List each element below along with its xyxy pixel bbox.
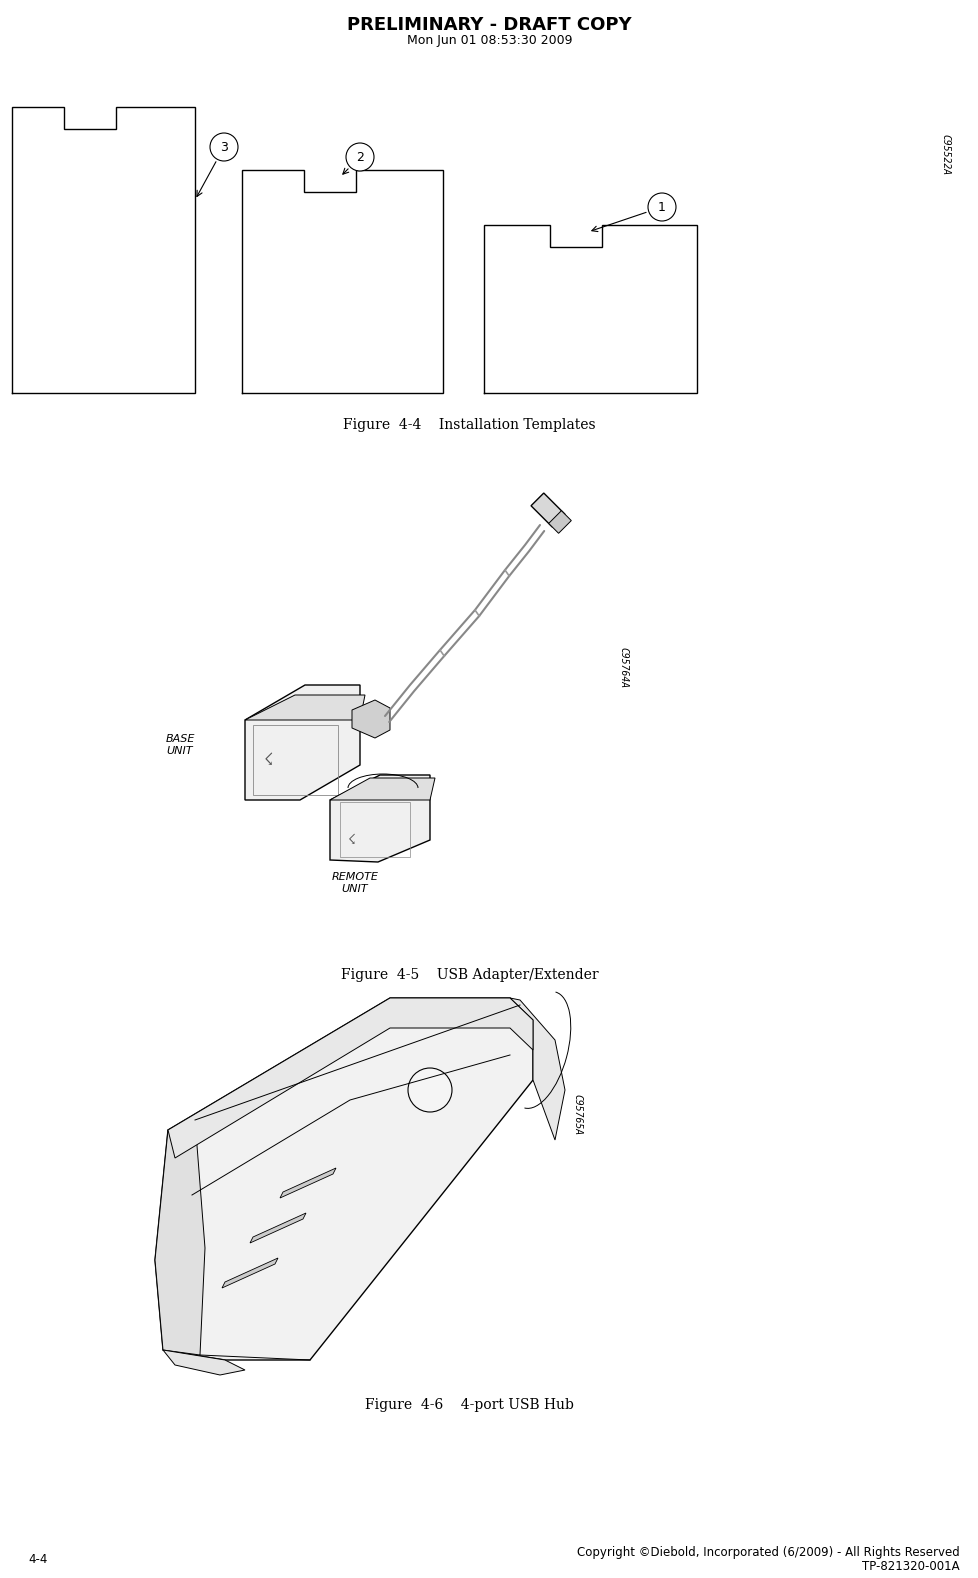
Text: ☇: ☇ bbox=[263, 751, 273, 768]
Polygon shape bbox=[155, 1120, 204, 1356]
Polygon shape bbox=[155, 997, 532, 1360]
Text: 3: 3 bbox=[220, 140, 228, 153]
Circle shape bbox=[408, 1068, 452, 1112]
Circle shape bbox=[647, 193, 676, 221]
Polygon shape bbox=[352, 701, 389, 739]
Text: TP-821320-001A: TP-821320-001A bbox=[862, 1561, 959, 1573]
Text: Figure  4-5    USB Adapter/Extender: Figure 4-5 USB Adapter/Extender bbox=[340, 967, 598, 982]
Polygon shape bbox=[530, 492, 564, 527]
Polygon shape bbox=[330, 775, 429, 862]
Text: BASE
UNIT: BASE UNIT bbox=[165, 734, 195, 756]
Polygon shape bbox=[244, 694, 365, 720]
Text: C95765A: C95765A bbox=[571, 1095, 581, 1136]
Polygon shape bbox=[330, 778, 434, 800]
Polygon shape bbox=[548, 511, 571, 533]
Text: 1: 1 bbox=[657, 200, 665, 213]
Text: 4-4: 4-4 bbox=[28, 1553, 47, 1565]
Polygon shape bbox=[510, 997, 564, 1139]
Text: Figure  4-4    Installation Templates: Figure 4-4 Installation Templates bbox=[343, 418, 596, 432]
Polygon shape bbox=[222, 1258, 278, 1288]
Text: C95764A: C95764A bbox=[617, 647, 627, 688]
Polygon shape bbox=[162, 1351, 244, 1374]
Text: 2: 2 bbox=[356, 150, 364, 164]
Polygon shape bbox=[280, 1168, 335, 1198]
Polygon shape bbox=[244, 685, 360, 800]
Polygon shape bbox=[168, 997, 532, 1158]
Text: REMOTE
UNIT: REMOTE UNIT bbox=[332, 873, 378, 893]
Polygon shape bbox=[249, 1213, 306, 1243]
Text: ☇: ☇ bbox=[347, 833, 356, 847]
Text: Copyright ©Diebold, Incorporated (6/2009) - All Rights Reserved: Copyright ©Diebold, Incorporated (6/2009… bbox=[577, 1546, 959, 1559]
Text: PRELIMINARY - DRAFT COPY: PRELIMINARY - DRAFT COPY bbox=[347, 16, 631, 35]
Circle shape bbox=[345, 144, 374, 170]
Text: Mon Jun 01 08:53:30 2009: Mon Jun 01 08:53:30 2009 bbox=[406, 35, 572, 47]
Text: Figure  4-6    4-port USB Hub: Figure 4-6 4-port USB Hub bbox=[365, 1398, 573, 1412]
Text: C95522A: C95522A bbox=[939, 134, 949, 175]
Circle shape bbox=[210, 133, 238, 161]
